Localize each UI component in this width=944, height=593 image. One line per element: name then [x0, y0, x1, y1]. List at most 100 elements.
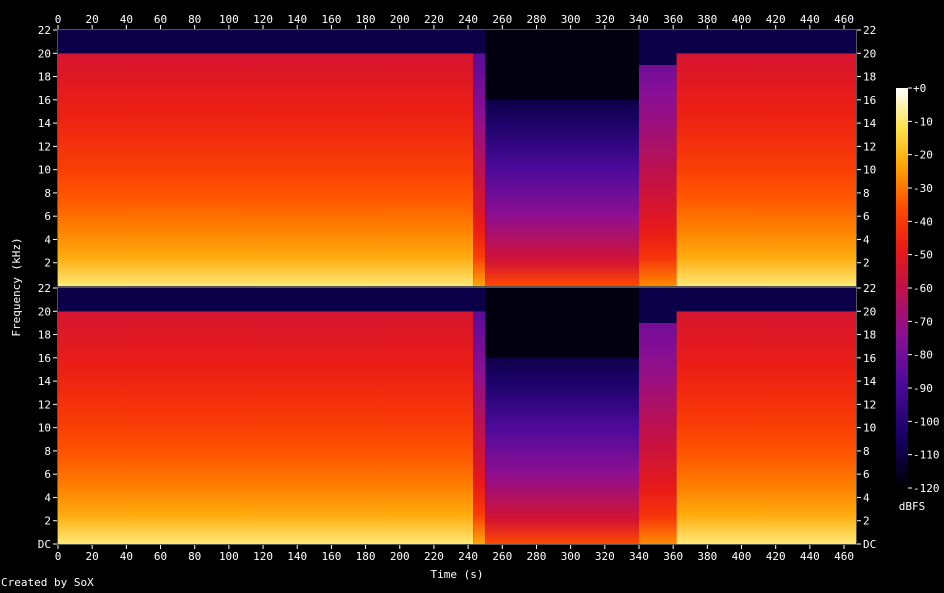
y-tick-label: 22	[863, 282, 876, 295]
y-tick-label: 20	[38, 47, 51, 60]
x-tick-label: 20	[86, 550, 99, 563]
y-tick-label: 22	[38, 282, 51, 295]
x-axis-bottom: 0 20 40 60 80 100 120 140 160 180 200 220 240 260 280 3…	[55, 545, 854, 563]
x-tick-label: 300	[561, 13, 581, 26]
y-tick-label: 20	[863, 47, 876, 60]
y-tick-label: 14	[38, 375, 52, 388]
x-tick-label: 380	[697, 13, 717, 26]
y-tick-label: 22	[38, 24, 51, 37]
colorbar-tick-label: -40	[913, 215, 933, 228]
y-tick-label: 12	[863, 398, 876, 411]
spectrogram-segment	[485, 357, 639, 544]
channel-2-spectrogram	[58, 288, 856, 544]
x-tick-label: 0	[55, 550, 62, 563]
y-tick-label: 2	[863, 257, 870, 270]
x-tick-label: 80	[188, 550, 201, 563]
x-tick-label: 220	[424, 13, 444, 26]
y-tick-label: 16	[38, 352, 51, 365]
y-tick-label: 18	[863, 329, 876, 342]
noise-band	[676, 288, 856, 312]
spectrogram-segment	[473, 53, 486, 286]
y-tick-label: 18	[38, 71, 51, 84]
noise-band	[58, 288, 474, 312]
colorbar-label: dBFS	[899, 500, 926, 513]
x-tick-label: 420	[766, 13, 786, 26]
x-tick-label: 240	[458, 13, 478, 26]
y-tick-label: 20	[863, 305, 876, 318]
x-tick-label: 140	[287, 13, 307, 26]
y-tick-label: 18	[863, 71, 876, 84]
x-tick-label: 200	[390, 550, 410, 563]
x-tick-label: 320	[595, 550, 615, 563]
noise-band	[58, 30, 474, 54]
x-axis-top: 0 20 40 60 80 100 120 140 160 180 200 220 240 260 280 3…	[55, 13, 854, 29]
spectrogram-segment	[58, 53, 474, 286]
x-tick-label: 280	[527, 13, 547, 26]
colorbar-ticks: +0 -10 -20 -30 -40 -50 -60 -70 -80 -90 -100 -110 -12…	[908, 82, 940, 495]
y-tick-label: 2	[863, 515, 870, 528]
x-tick-label: 360	[663, 550, 683, 563]
x-tick-label: 160	[321, 13, 341, 26]
channel-2-frame	[57, 287, 857, 545]
colorbar-tick-label: -110	[913, 449, 940, 462]
x-tick-label: 360	[663, 13, 683, 26]
y-tick-label: 4	[863, 233, 870, 246]
colorbar-tick-label: -80	[913, 349, 933, 362]
noise-band	[473, 288, 486, 312]
x-tick-label: 460	[834, 13, 854, 26]
y-tick-label: 4	[863, 491, 870, 504]
x-tick-label: 20	[86, 13, 99, 26]
colorbar-tick-label: -10	[913, 115, 933, 128]
colorbar-tick-label: -30	[913, 182, 933, 195]
x-tick-label: 340	[629, 550, 649, 563]
y-tick-label: 6	[44, 210, 51, 223]
y-tick-label: 10	[38, 164, 51, 177]
y-tick-label: 8	[44, 187, 51, 200]
y-tick-label: 12	[863, 140, 876, 153]
noise-band	[485, 288, 639, 358]
colorbar-tick-label: -90	[913, 382, 933, 395]
colorbar-tick-label: -120	[913, 482, 940, 495]
y-tick-label: 18	[38, 329, 51, 342]
y-tick-label: 12	[38, 140, 51, 153]
x-tick-label: 300	[561, 550, 581, 563]
x-tick-label: 180	[356, 13, 376, 26]
colorbar	[896, 88, 908, 488]
y-tick-label: 16	[863, 94, 876, 107]
x-tick-label: 120	[253, 13, 273, 26]
colorbar-tick-label: -60	[913, 282, 933, 295]
spectrogram-segment	[676, 53, 856, 286]
colorbar-tick-label: +0	[913, 82, 926, 95]
x-tick-label: 80	[188, 13, 201, 26]
x-tick-label: 40	[120, 13, 133, 26]
spectrogram-segment	[58, 311, 474, 544]
x-axis-label: Time (s)	[431, 568, 484, 581]
x-tick-label: 40	[120, 550, 133, 563]
y-tick-label: 16	[863, 352, 876, 365]
y-tick-label: 6	[44, 468, 51, 481]
y-tick-label: 14	[863, 117, 877, 130]
x-tick-label: 280	[527, 550, 547, 563]
x-tick-label: 120	[253, 550, 273, 563]
colorbar-tick-label: -70	[913, 315, 933, 328]
spectrogram-segment	[473, 311, 486, 544]
y-tick-label: 8	[863, 445, 870, 458]
footer-credit: Created by SoX	[1, 576, 94, 589]
y-tick-label: 8	[863, 187, 870, 200]
y-tick-label: 2	[44, 257, 51, 270]
x-tick-label: 400	[732, 550, 752, 563]
y-tick-label: 6	[863, 468, 870, 481]
y-tick-label: 4	[44, 491, 51, 504]
x-tick-label: 460	[834, 550, 854, 563]
y-tick-label: DC	[863, 538, 876, 551]
spectrogram-segment	[638, 322, 677, 544]
y-tick-label: 22	[863, 24, 876, 37]
y-tick-label: 10	[38, 422, 51, 435]
y-tick-label: 16	[38, 94, 51, 107]
channel-1-frame	[57, 29, 857, 287]
x-tick-label: 140	[287, 550, 307, 563]
y-tick-label: 2	[44, 515, 51, 528]
y-tick-label: 4	[44, 233, 51, 246]
